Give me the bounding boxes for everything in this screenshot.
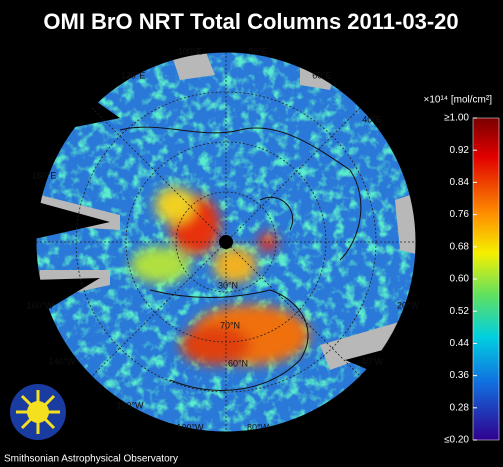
colorbar-tick-label: 0.36 — [450, 370, 470, 381]
colorbar-unit: ×10¹⁴ [mol/cm²] — [424, 95, 493, 106]
colorbar — [472, 117, 500, 441]
logo — [10, 384, 66, 440]
map-label: 120°W — [116, 400, 144, 410]
colorbar-tick-label: 0.52 — [450, 306, 470, 317]
map-label: 70°N — [220, 320, 240, 330]
colorbar-tick-label: 0.68 — [450, 241, 470, 252]
colorbar-tick-label: ≥1.00 — [444, 113, 469, 124]
map-label: 20°W — [397, 300, 420, 310]
colorbar-tick-label: 0.28 — [450, 402, 470, 413]
map-label: 100°E — [178, 46, 203, 56]
map-label: 40°E — [362, 114, 382, 124]
map-label: 80°E — [248, 46, 268, 56]
credit: Smithsonian Astrophysical Observatory — [4, 454, 178, 465]
colorbar-tick-label: 0.44 — [450, 338, 470, 349]
title: OMI BrO NRT Total Columns 2011-03-20 — [43, 9, 458, 34]
colorbar-tick-label: 0.60 — [450, 274, 470, 285]
map-label: 80°W — [247, 422, 270, 432]
map-label: 120°E — [121, 70, 146, 80]
colorbar-tick-label: ≤0.20 — [444, 435, 469, 446]
colorbar-tick-label: 0.92 — [450, 145, 470, 156]
map-label: 160°W — [26, 300, 54, 310]
map-label: 100°W — [176, 422, 204, 432]
map-label: 140°W — [48, 356, 76, 366]
map-label: 60°E — [312, 70, 332, 80]
map-label: 60°N — [228, 358, 248, 368]
colorbar-tick-label: 0.76 — [450, 209, 470, 220]
colorbar-tick-label: 0.84 — [450, 177, 470, 188]
map-label: 40°W — [361, 356, 384, 366]
map — [36, 52, 416, 432]
map-label: 30°N — [218, 280, 238, 290]
map-label: 160°E — [32, 170, 57, 180]
